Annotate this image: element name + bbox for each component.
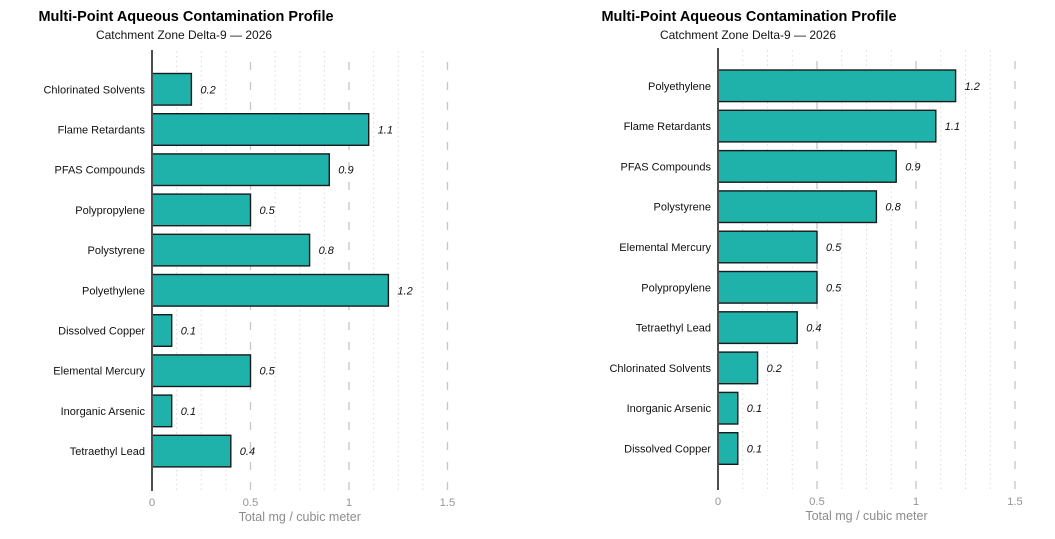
category-label: Dissolved Copper	[624, 444, 711, 456]
value-label: 0.1	[747, 444, 762, 456]
value-label: 1.2	[397, 285, 412, 297]
x-tick-label: 1	[913, 496, 919, 508]
bar	[717, 149, 897, 183]
chart-title: Multi-Point Aqueous Contamination Profil…	[38, 9, 334, 25]
x-axis-label: Total mg / cubic meter	[239, 510, 361, 524]
value-label: 0.9	[338, 165, 353, 177]
category-label: Polystyrene	[654, 202, 711, 214]
category-label: Flame Retardants	[58, 125, 146, 137]
x-tick-label: 0.5	[243, 497, 259, 509]
bar	[717, 69, 957, 103]
category-label: Elemental Mercury	[53, 366, 145, 378]
value-label: 0.1	[181, 406, 196, 418]
x-tick-label: 1.5	[440, 497, 456, 509]
category-label: Elemental Mercury	[619, 242, 711, 254]
category-label: Inorganic Arsenic	[627, 403, 712, 415]
value-label: 1.1	[945, 121, 960, 133]
category-label: Polypropylene	[641, 282, 711, 294]
bar	[717, 432, 739, 466]
x-tick-label: 1	[346, 497, 352, 509]
x-tick-label: 1.5	[1007, 496, 1023, 508]
bar	[717, 230, 818, 264]
bar	[151, 233, 311, 267]
category-label: PFAS Compounds	[55, 165, 146, 177]
bar	[717, 190, 878, 224]
category-label: Polyethylene	[648, 81, 711, 93]
bar	[151, 153, 331, 187]
category-label: Chlorinated Solvents	[43, 84, 145, 96]
value-label: 0.9	[905, 161, 920, 173]
bar	[151, 394, 173, 428]
value-label: 0.1	[181, 326, 196, 338]
x-tick-label: 0	[149, 497, 155, 509]
category-label: Polyethylene	[82, 285, 145, 297]
bar	[717, 270, 818, 304]
bar	[151, 434, 232, 468]
value-label: 0.5	[260, 205, 276, 217]
value-label: 0.4	[240, 446, 255, 458]
category-label: Polypropylene	[75, 205, 145, 217]
x-axis-label: Total mg / cubic meter	[805, 509, 927, 523]
value-label: 1.2	[965, 81, 980, 93]
value-label: 0.5	[260, 366, 276, 378]
bar	[151, 354, 252, 388]
bar	[717, 351, 759, 385]
value-label: 0.5	[826, 242, 842, 254]
chart-title: Multi-Point Aqueous Contamination Profil…	[601, 9, 897, 25]
x-tick-label: 0	[715, 496, 721, 508]
value-label: 0.8	[319, 245, 335, 257]
value-label: 0.4	[806, 323, 821, 335]
value-label: 0.2	[200, 84, 215, 96]
bar	[151, 314, 173, 348]
bar	[717, 109, 937, 143]
category-label: Dissolved Copper	[58, 326, 145, 338]
bar	[151, 193, 252, 227]
category-label: Flame Retardants	[624, 121, 712, 133]
chart-panel-unsorted: Multi-Point Aqueous Contamination Profil…	[0, 0, 527, 539]
x-tick-label: 0.5	[809, 496, 825, 508]
value-label: 0.2	[767, 363, 782, 375]
category-label: Chlorinated Solvents	[609, 363, 711, 375]
bar-chart-unsorted: Chlorinated Solvents 0.2 Flame Retardants 1…	[43, 50, 456, 524]
bar-chart-sorted: Polyethylene 1.2 Flame Retardants 1.1 PFAS C…	[609, 48, 1023, 523]
value-label: 0.5	[826, 282, 842, 294]
category-label: PFAS Compounds	[621, 161, 712, 173]
value-label: 0.8	[885, 202, 901, 214]
category-label: Polystyrene	[88, 245, 145, 257]
bar	[151, 72, 193, 106]
chart-subtitle: Catchment Zone Delta-9 — 2026	[659, 28, 837, 42]
category-label: Tetraethyl Lead	[70, 446, 145, 458]
bar	[717, 311, 798, 345]
chart-subtitle: Catchment Zone Delta-9 — 2026	[95, 28, 273, 42]
category-label: Inorganic Arsenic	[61, 406, 146, 418]
category-label: Tetraethyl Lead	[636, 323, 711, 335]
value-label: 1.1	[378, 125, 393, 137]
value-label: 0.1	[747, 403, 762, 415]
bar	[717, 391, 739, 425]
bar	[151, 273, 390, 307]
bar	[151, 112, 370, 146]
chart-panel-sorted: Multi-Point Aqueous Contamination Profil…	[528, 0, 1055, 539]
